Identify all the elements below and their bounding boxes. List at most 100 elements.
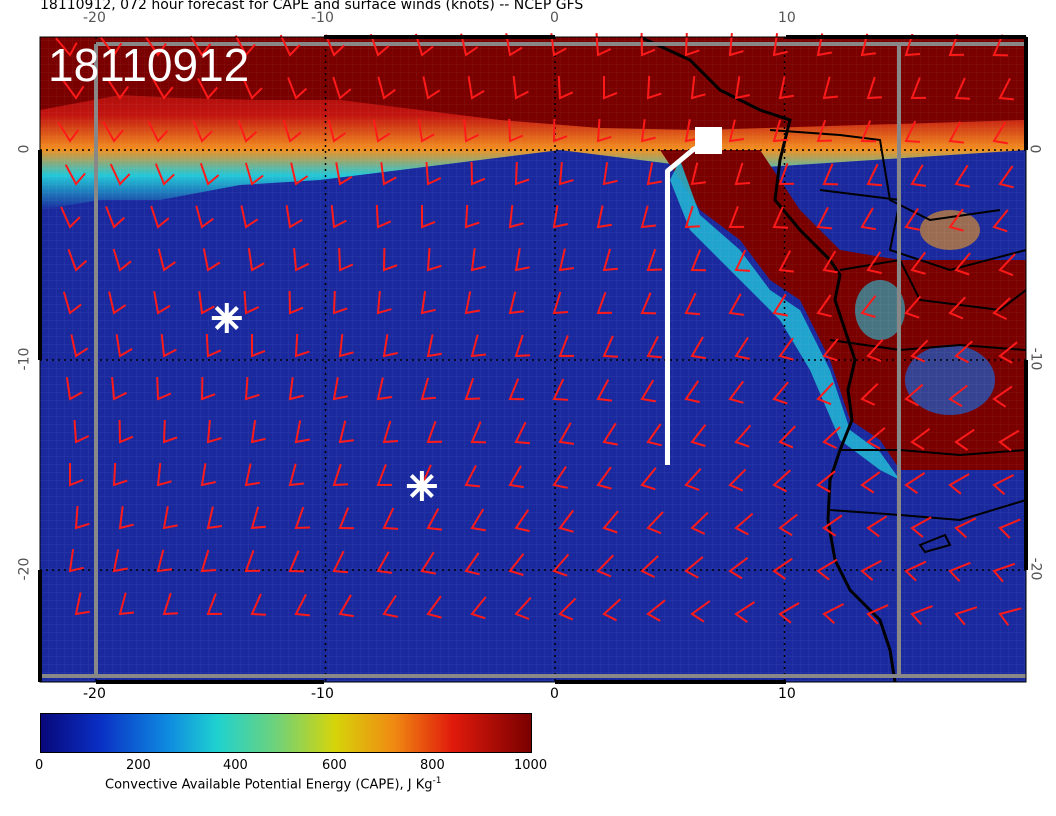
wind-barb: [426, 248, 442, 272]
wind-barb: [954, 252, 971, 276]
wind-barb: [376, 291, 392, 315]
colorbar-tick: 800: [420, 758, 445, 773]
wind-barb: [330, 204, 347, 229]
wind-barb: [100, 36, 123, 57]
wind-barb: [162, 506, 178, 530]
wind-barb: [250, 593, 267, 616]
chart-title: 18110912, 072 hour forecast for CAPE and…: [40, 0, 584, 13]
wind-barb: [646, 162, 662, 186]
wind-barb: [684, 292, 701, 316]
wind-barb: [144, 36, 167, 57]
wind-barb: [414, 33, 434, 57]
wind-barb: [910, 339, 929, 363]
wind-barb: [118, 592, 135, 616]
wind-barb: [294, 420, 310, 444]
wind-barb: [470, 248, 486, 272]
wind-barb: [338, 420, 355, 444]
wind-barb: [156, 549, 173, 573]
wind-barb: [293, 248, 310, 272]
wind-barb: [324, 34, 345, 57]
wind-barb: [74, 506, 90, 530]
wind-barb: [332, 290, 348, 315]
wind-barb: [156, 462, 172, 487]
wind-barb: [948, 121, 965, 144]
wind-barb: [552, 205, 568, 229]
wind-barb: [998, 429, 1020, 452]
wind-barb: [335, 162, 353, 186]
wind-barb: [904, 295, 922, 319]
wind-barb: [508, 118, 524, 143]
wind-barb: [417, 119, 435, 143]
lat-tick-left: -10: [16, 347, 33, 371]
wind-barb: [904, 472, 926, 495]
wind-barb: [107, 78, 130, 100]
lat-tick-right: 0: [1026, 144, 1043, 154]
wind-barb: [470, 161, 486, 186]
wind-barb: [421, 205, 436, 229]
wind-barb: [62, 79, 85, 100]
wind-barb: [640, 555, 659, 579]
wind-barb: [690, 162, 707, 186]
wind-barb: [992, 34, 1009, 57]
wind-barb: [332, 463, 349, 487]
wind-barb: [199, 162, 220, 186]
wind-barb: [998, 518, 1021, 539]
wind-barb: [73, 420, 90, 444]
wind-barb: [376, 551, 393, 574]
wind-barb: [206, 593, 223, 616]
wind-barb: [640, 205, 657, 229]
wind-barb: [910, 77, 927, 100]
wind-barb: [512, 75, 529, 100]
wind-barb: [464, 204, 480, 229]
wind-barb: [420, 291, 436, 315]
wind-barb: [338, 247, 354, 272]
wind-barb: [294, 506, 311, 530]
wind-barb: [728, 380, 744, 404]
wind-barb: [772, 293, 788, 317]
wind-barb: [376, 464, 393, 487]
wind-barb: [640, 32, 656, 57]
wind-barb: [954, 606, 978, 626]
wind-barb: [162, 419, 178, 444]
wind-barb: [202, 248, 221, 272]
wind-barb: [822, 426, 841, 450]
wind-barb: [992, 209, 1009, 233]
wind-barb: [514, 597, 532, 620]
wind-barb: [602, 162, 618, 186]
lon-tick-top: 10: [778, 10, 796, 26]
wind-barb: [690, 336, 706, 360]
wind-barb: [778, 162, 795, 186]
wind-barb: [772, 557, 793, 580]
wind-barb: [948, 296, 967, 320]
wind-barb: [154, 163, 175, 186]
wind-barb: [640, 292, 657, 315]
wind-barb: [948, 561, 971, 582]
wind-barb: [288, 377, 304, 401]
wind-barb: [904, 120, 921, 143]
wind-barb: [380, 162, 397, 186]
wind-barb: [860, 471, 881, 494]
wind-barb: [242, 77, 263, 100]
wind-barb: [954, 164, 970, 188]
wind-barb: [822, 163, 839, 186]
wind-barb: [910, 605, 933, 626]
wind-barb: [816, 206, 833, 230]
wind-barb: [60, 206, 81, 229]
wind-barb: [156, 376, 172, 401]
wind-barb: [860, 382, 879, 406]
wind-barb: [109, 163, 131, 186]
wind-barb: [470, 508, 486, 532]
wind-barb: [602, 248, 618, 272]
wind-barb: [816, 470, 836, 493]
wind-barb: [244, 377, 260, 401]
wind-barb: [192, 120, 213, 143]
wind-barb: [470, 334, 487, 358]
wind-barb: [778, 76, 794, 100]
wind-barb: [508, 204, 524, 229]
wind-barb: [646, 423, 662, 447]
wind-barb: [288, 550, 305, 573]
wind-barb: [596, 379, 613, 402]
wind-barb: [866, 251, 882, 275]
wind-barbs: [55, 32, 1022, 626]
wind-barb: [112, 549, 128, 573]
